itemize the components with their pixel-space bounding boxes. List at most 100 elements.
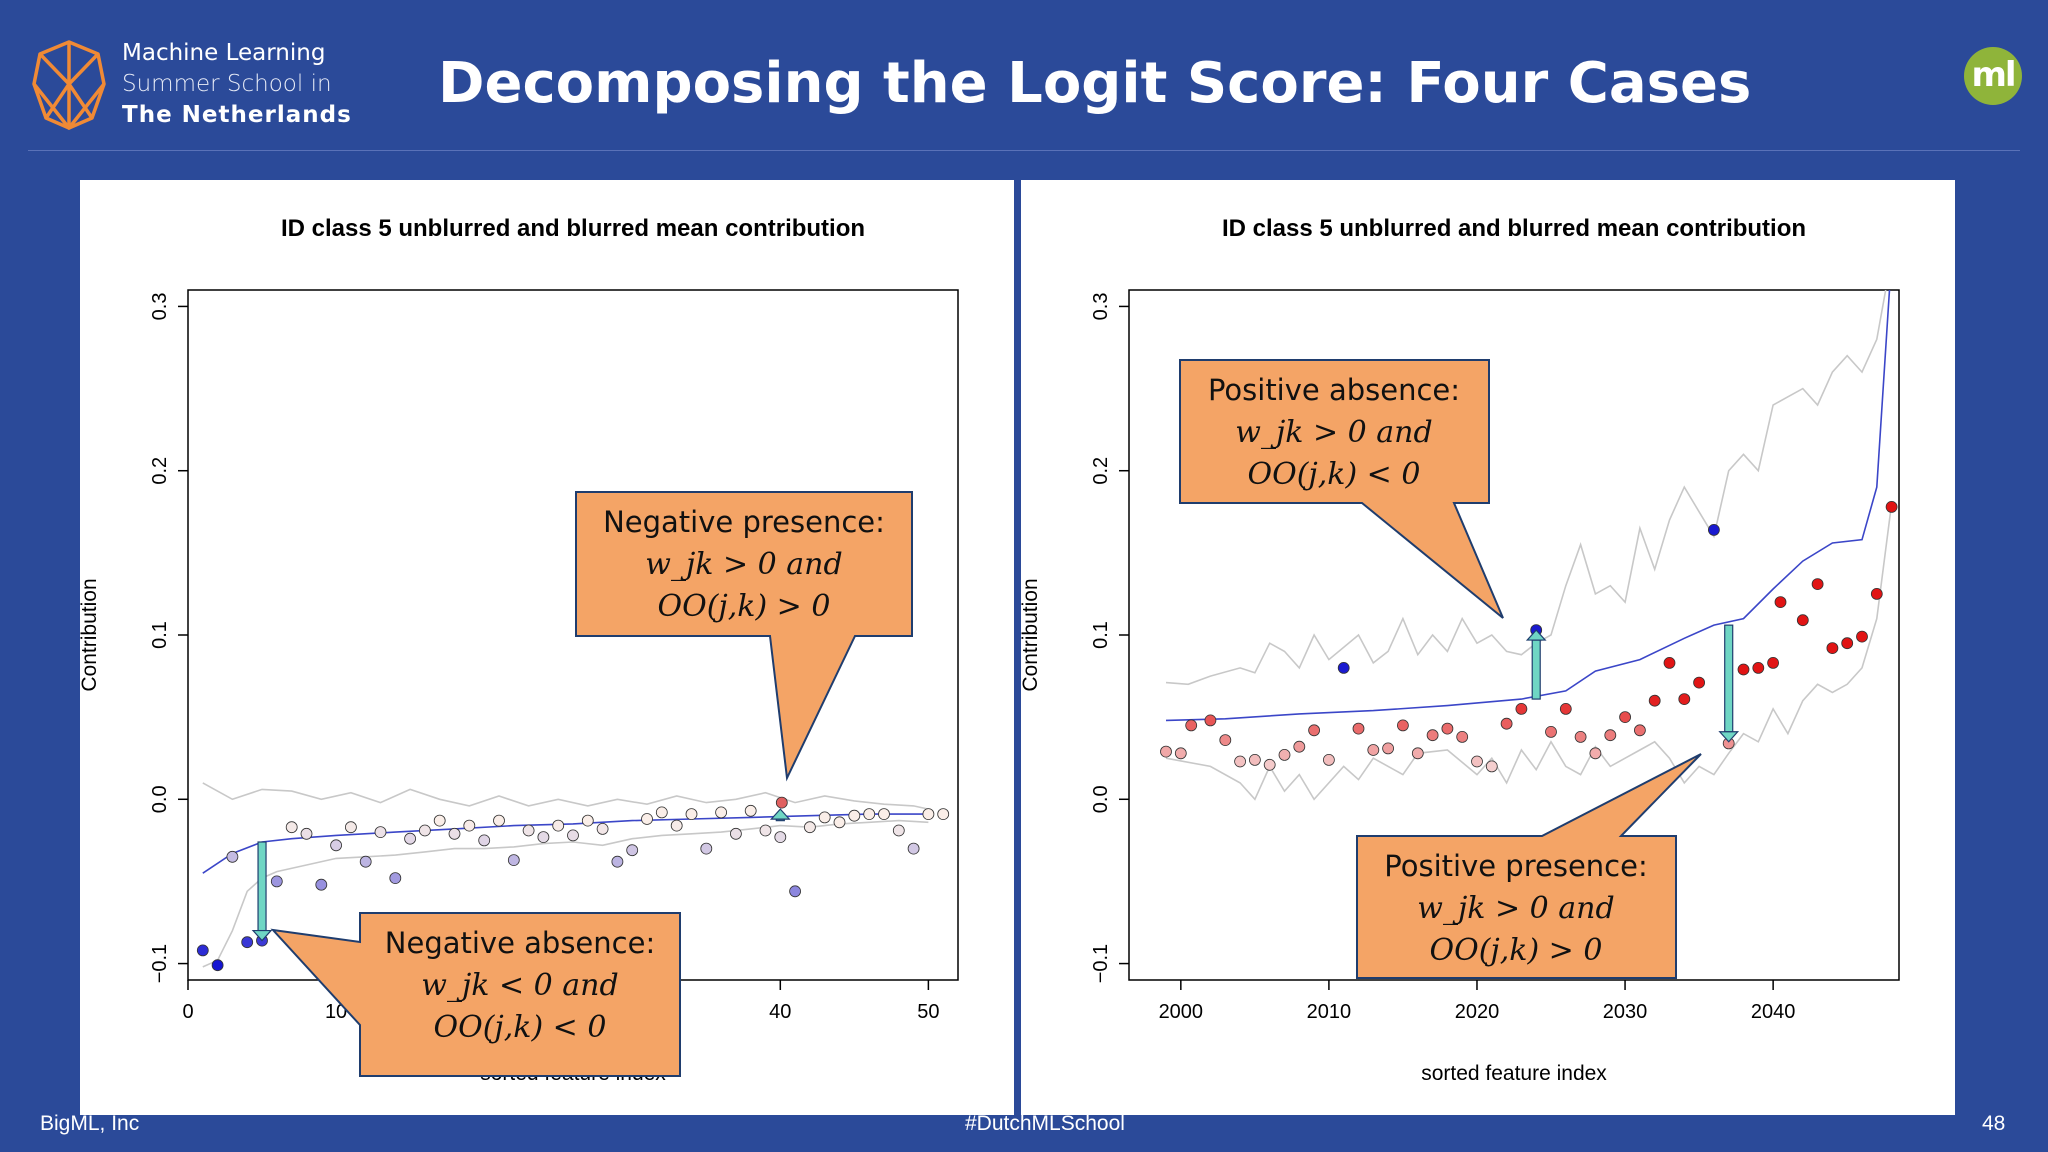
data-point [211,959,224,972]
logo-text-line: Machine Learning [122,40,326,66]
logo-icon [32,40,106,130]
chart-title: ID class 5 unblurred and blurred mean co… [1222,215,1806,242]
data-point [1545,726,1557,738]
data-point [863,808,876,820]
chart-title: ID class 5 unblurred and blurred mean co… [281,215,865,242]
data-point [404,832,417,845]
data-point [389,872,402,884]
data-point [1322,754,1335,766]
data-point [330,839,343,852]
y-tick-label: −0.1 [149,944,171,983]
difference-arrow-shaft [257,841,267,932]
data-point [1870,587,1883,600]
data-point [700,842,713,855]
x-tick-label: 2000 [1159,1001,1204,1023]
data-point [878,808,890,820]
y-tick-label: 0.2 [149,457,171,485]
callout-heading: Positive absence: [1208,373,1460,407]
data-point [522,824,535,837]
data-point [1382,742,1395,755]
data-point [1856,630,1868,643]
data-point [611,855,624,868]
data-point [1796,614,1809,627]
difference-arrow-head [769,808,791,820]
difference-arrow-shaft [1724,624,1734,733]
data-point [1396,719,1409,732]
data-point [315,878,328,891]
data-point [1559,703,1572,715]
data-point [1885,500,1898,513]
callout-condition: w_jk > 0 and [1235,415,1432,450]
data-point [1619,711,1631,723]
callout-heading: Negative presence: [603,505,885,539]
data-point [1248,754,1261,766]
x-tick-label: 2040 [1751,1001,1796,1023]
data-point [1811,578,1824,591]
data-point [1841,637,1854,650]
callout-condition: OO(j,k) < 0 [1248,457,1421,492]
data-point [567,829,579,842]
data-point [493,814,505,827]
y-tick-label: −0.1 [1090,944,1112,983]
data-point [196,944,209,957]
x-tick-label: 40 [769,1001,791,1023]
callout-positive-absence: Positive absence: w_jk > 0 and OO(j,k) <… [1179,359,1504,619]
plot-area [196,782,950,972]
data-point [1663,656,1676,669]
lower-band-line [1165,503,1893,801]
data-point [1367,744,1380,756]
data-point [1737,663,1750,676]
data-point [448,827,461,840]
data-point [1185,719,1198,732]
data-point [744,804,757,817]
data-point [1826,642,1839,655]
data-point [789,885,801,898]
data-point [1471,755,1483,768]
data-point [596,823,609,835]
x-tick-label: 2020 [1455,1001,1500,1023]
data-point [922,808,935,820]
data-point [833,816,846,829]
data-point [670,819,683,832]
data-point [552,819,565,832]
callout-heading: Negative absence: [385,926,655,960]
mean-line [202,813,929,874]
data-point [848,809,861,822]
upper-band-line [202,782,929,810]
data-point [1411,747,1424,760]
data-point [775,796,788,809]
data-point [715,806,727,819]
data-point [1426,729,1439,742]
data-point [285,821,298,834]
lower-band-line [202,819,929,968]
data-point [1634,724,1646,737]
x-tick-label: 50 [917,1001,939,1023]
data-point [1485,760,1498,773]
data-point [774,831,787,843]
data-point [759,824,772,837]
data-point [1456,731,1469,743]
chart-left: ID class 5 unblurred and blurred mean co… [80,215,959,1085]
callout-negative-absence: Negative absence: w_jk < 0 and OO(j,k) <… [270,912,681,1077]
data-point [581,814,594,827]
y-axis-label: Contribution [80,578,101,691]
data-point [300,827,313,840]
logo-text-line: Summer School in [122,71,332,97]
data-point [1648,694,1661,707]
y-tick-label: 0.2 [1090,457,1112,485]
data-point [1204,714,1217,727]
callout-positive-presence: Positive presence: w_jk > 0 and OO(j,k) … [1356,753,1702,979]
mean-line [1165,290,1891,722]
data-point [1441,722,1454,735]
footer-hashtag: #DutchMLSchool [965,1112,1125,1135]
callout-condition: w_jk < 0 and [421,968,618,1003]
chart-right: ID class 5 unblurred and blurred mean co… [1021,215,1900,1085]
data-point [537,831,550,843]
logo-text-line: The Netherlands [122,102,352,128]
data-point [685,808,698,820]
data-point [1693,676,1705,689]
footer-page-number: 48 [1982,1112,2006,1135]
difference-arrow-head [1718,731,1740,743]
data-point [626,844,639,857]
data-point [892,824,905,837]
